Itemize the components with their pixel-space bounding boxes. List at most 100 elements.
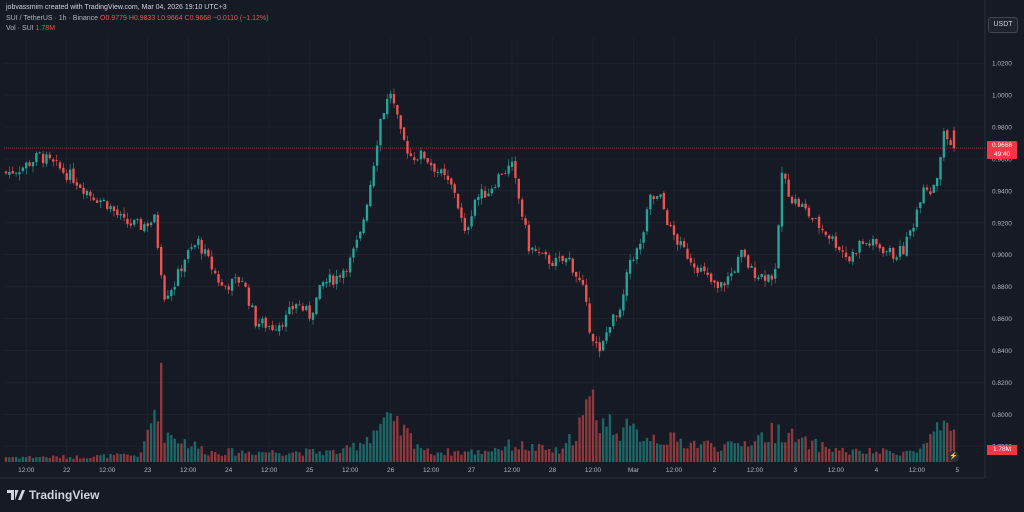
candle-body xyxy=(58,162,62,169)
brand-logo: TradingView xyxy=(7,487,99,503)
x-tick-label: 2 xyxy=(713,467,717,474)
volume-bar xyxy=(180,443,183,462)
y-tick-label: 0.9800 xyxy=(992,125,1012,132)
candle-body xyxy=(4,171,8,174)
candle-body xyxy=(666,210,669,225)
candle-body xyxy=(655,196,659,199)
volume-bar xyxy=(359,442,362,462)
candle-body xyxy=(730,273,733,277)
candle-body xyxy=(402,127,406,140)
volume-bar xyxy=(821,441,824,462)
candle-body xyxy=(520,199,524,217)
volume-bar xyxy=(628,425,632,462)
volume-bar xyxy=(288,453,291,462)
candle-body xyxy=(160,246,163,276)
volume-bar xyxy=(848,454,851,462)
volume-bar xyxy=(257,451,261,462)
volume-bar xyxy=(514,447,517,462)
candle-body xyxy=(382,113,386,120)
volume-bar xyxy=(382,417,386,462)
candle-body xyxy=(298,304,301,306)
volume-bar xyxy=(68,457,72,462)
volume-bar xyxy=(436,452,440,462)
volume-bar xyxy=(75,455,79,462)
volume-bar xyxy=(109,453,112,462)
volume-bar xyxy=(716,451,720,462)
volume-bar xyxy=(693,440,696,462)
volume-bar xyxy=(190,446,193,462)
candle-body xyxy=(284,314,288,327)
volume-bar xyxy=(524,449,527,462)
volume-bar xyxy=(520,441,524,462)
y-tick-label: 1.0000 xyxy=(992,93,1012,100)
symbol-label[interactable]: SUI / TetherUS · 1h · Binance xyxy=(6,15,99,22)
volume-bar xyxy=(669,432,672,462)
volume-bar xyxy=(703,441,706,462)
candle-body xyxy=(251,305,254,308)
volume-bar xyxy=(750,445,753,462)
candle-body xyxy=(672,225,676,235)
volume-bar xyxy=(591,389,595,462)
volume-bar xyxy=(210,451,213,462)
volume-bar xyxy=(332,449,335,462)
candle-body xyxy=(494,187,497,188)
change-value: −0.0110 (−1.12%) xyxy=(212,15,269,22)
volume-bar xyxy=(463,451,466,462)
volume-bar xyxy=(14,457,18,462)
lightning-icon[interactable]: ⚡ xyxy=(948,451,959,462)
volume-bar xyxy=(811,440,814,462)
volume-label[interactable]: Vol · SUI xyxy=(6,25,34,32)
volume-bar xyxy=(58,458,62,462)
candle-body xyxy=(892,247,895,259)
candle-body xyxy=(429,162,433,166)
ohlc-legend: SUI / TetherUS · 1h · Binance O0.9779 H0… xyxy=(6,14,269,23)
tradingview-logo-icon xyxy=(7,490,25,500)
volume-bar xyxy=(294,451,298,462)
candle-body xyxy=(456,193,460,209)
candle-body xyxy=(288,307,291,314)
candle-body xyxy=(591,334,595,342)
volume-bar xyxy=(841,447,844,462)
volume-bar xyxy=(38,457,41,462)
candle-body xyxy=(143,224,146,232)
candle-body xyxy=(203,249,207,254)
volume-bar xyxy=(25,457,28,462)
volume-bar xyxy=(824,447,827,462)
volume-bar xyxy=(895,454,898,462)
candle-body xyxy=(8,171,11,175)
volume-bar xyxy=(352,442,355,462)
volume-bar xyxy=(544,449,547,462)
candle-body xyxy=(929,191,932,195)
candle-body xyxy=(922,187,925,204)
candle-body xyxy=(905,236,908,256)
candle-body xyxy=(321,282,325,287)
volume-bar xyxy=(713,447,716,462)
candle-body xyxy=(524,218,527,225)
volume-bar xyxy=(908,450,912,462)
candle-body xyxy=(416,159,419,161)
candle-body xyxy=(25,162,28,169)
candle-body xyxy=(514,161,517,178)
candle-body xyxy=(197,238,200,246)
candle-body xyxy=(14,172,18,174)
volume-bar xyxy=(230,448,234,462)
volume-bar xyxy=(375,430,379,462)
volume-bar xyxy=(679,438,682,462)
volume-bar xyxy=(774,443,777,462)
volume-bar xyxy=(854,448,858,462)
volume-bar xyxy=(939,430,942,462)
candle-body xyxy=(210,256,213,270)
bar-countdown: 49:40 xyxy=(993,151,1011,158)
x-tick-label: 12:00 xyxy=(747,467,764,474)
volume-bar xyxy=(497,449,500,462)
volume-bar xyxy=(612,434,615,462)
volume-bar xyxy=(949,430,952,462)
candle-body xyxy=(308,305,311,319)
candle-body xyxy=(362,219,365,233)
candle-body xyxy=(149,222,153,226)
candle-body xyxy=(757,277,760,279)
currency-button[interactable]: USDT xyxy=(988,17,1018,33)
candle-body xyxy=(912,227,915,232)
